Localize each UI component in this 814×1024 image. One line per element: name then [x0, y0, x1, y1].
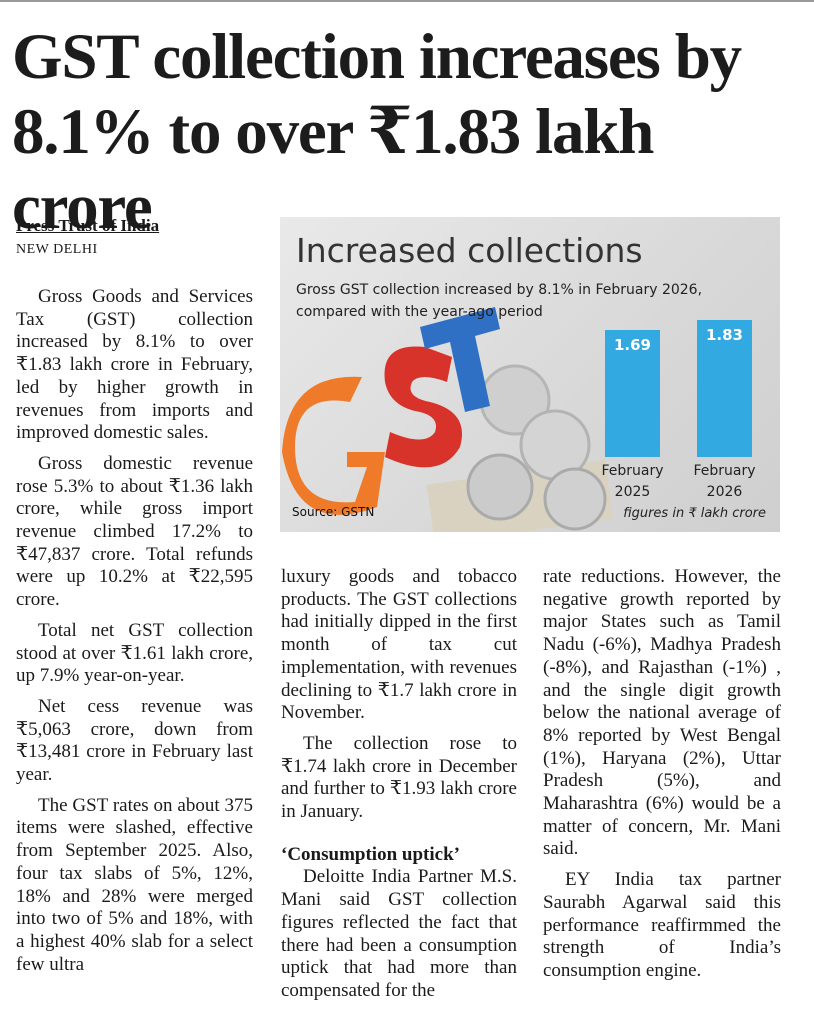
headline: GST collection increases by 8.1% to over…	[12, 21, 742, 243]
value-label: 1.83	[705, 325, 743, 344]
paragraph: The GST rates on about 375 items were sl…	[16, 794, 253, 975]
x-tick-label: February 2025	[601, 463, 664, 500]
paragraph: Deloitte India Partner M.S. Mani said GS…	[281, 866, 517, 1001]
byline: Press Trust of India	[16, 216, 160, 235]
paragraph: luxury goods and tobacco products. The G…	[281, 566, 517, 724]
value-label: 1.69	[613, 336, 651, 355]
paragraph: Total net GST collection stood at over ₹…	[16, 619, 253, 687]
paragraph: EY India tax partner Saurabh Agarwal sai…	[543, 869, 781, 981]
column: luxury goods and tobacco products. The G…	[281, 566, 517, 1011]
unit-note: figures in ₹ lakh crore	[623, 506, 766, 521]
paragraph: Net cess revenue was ₹5,063 crore, down …	[16, 695, 253, 786]
photo-illustration	[282, 307, 614, 532]
source: Source: GSTN	[292, 505, 375, 519]
chart-subtitle: Gross GST collection increased by 8.1% i…	[296, 282, 703, 320]
paragraph: Gross Goods and Services Tax (GST) colle…	[16, 286, 253, 444]
infographic: Increased collections Gross GST collecti…	[280, 217, 780, 532]
paragraph: Gross domestic revenue rose 5.3% to abou…	[16, 452, 253, 611]
column: rate reductions. However, the negative g…	[543, 566, 781, 991]
bar	[605, 330, 660, 457]
dateline: NEW DELHI	[16, 242, 98, 257]
x-tick-label: February 2026	[693, 463, 756, 500]
paragraph: The collection rose to ₹1.74 lakh crore …	[281, 732, 517, 823]
bar	[697, 319, 752, 457]
column: Gross Goods and Services Tax (GST) colle…	[16, 286, 253, 984]
chart-title: Increased collections	[296, 231, 643, 270]
subhead: ‘Consumption uptick’	[281, 843, 460, 865]
paragraph: rate reductions. However, the negative g…	[543, 566, 781, 860]
